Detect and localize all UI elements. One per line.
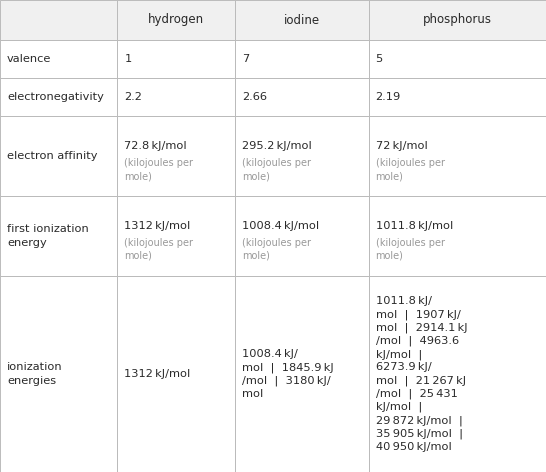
Text: 1011.8 kJ/
mol  |  1907 kJ/
mol  |  2914.1 kJ
/mol  |  4963.6
kJ/mol  |
6273.9 k: 1011.8 kJ/ mol | 1907 kJ/ mol | 2914.1 k… (376, 296, 467, 452)
Text: valence: valence (7, 54, 51, 64)
Text: 1008.4 kJ/mol: 1008.4 kJ/mol (242, 221, 319, 231)
Text: 1: 1 (124, 54, 132, 64)
Text: (kilojoules per
mole): (kilojoules per mole) (376, 158, 444, 181)
Text: 5: 5 (376, 54, 383, 64)
Text: electron affinity: electron affinity (7, 151, 98, 161)
Bar (235, 0, 369, 40)
Text: first ionization
energy: first ionization energy (7, 224, 89, 248)
Text: (kilojoules per
mole): (kilojoules per mole) (376, 238, 444, 261)
Text: 295.2 kJ/mol: 295.2 kJ/mol (242, 141, 312, 151)
Bar (117, 116, 235, 196)
Bar (0, 196, 117, 276)
Bar (117, 0, 235, 40)
Bar (235, 78, 369, 116)
Text: 2.19: 2.19 (376, 92, 401, 102)
Text: 2.2: 2.2 (124, 92, 143, 102)
Text: electronegativity: electronegativity (7, 92, 104, 102)
Text: (kilojoules per
mole): (kilojoules per mole) (124, 158, 193, 181)
Text: ionization
energies: ionization energies (7, 362, 63, 386)
Bar (235, 276, 369, 472)
Bar (0, 0, 117, 40)
Bar (117, 0, 235, 40)
Bar (117, 276, 235, 472)
Text: 72.8 kJ/mol: 72.8 kJ/mol (124, 141, 187, 151)
Text: 1312 kJ/mol: 1312 kJ/mol (124, 221, 191, 231)
Bar (369, 196, 546, 276)
Bar (369, 276, 546, 472)
Bar (117, 196, 235, 276)
Text: 7: 7 (242, 54, 249, 64)
Bar (117, 40, 235, 78)
Bar (0, 0, 117, 40)
Text: 1312 kJ/mol: 1312 kJ/mol (124, 369, 191, 379)
Text: 72 kJ/mol: 72 kJ/mol (376, 141, 428, 151)
Bar (369, 0, 546, 40)
Text: hydrogen: hydrogen (148, 14, 204, 26)
Text: 1011.8 kJ/mol: 1011.8 kJ/mol (376, 221, 453, 231)
Bar (369, 40, 546, 78)
Bar (369, 0, 546, 40)
Bar (0, 78, 117, 116)
Bar (0, 40, 117, 78)
Text: (kilojoules per
mole): (kilojoules per mole) (242, 158, 311, 181)
Bar (235, 40, 369, 78)
Text: iodine: iodine (283, 14, 320, 26)
Text: (kilojoules per
mole): (kilojoules per mole) (124, 238, 193, 261)
Bar (0, 276, 117, 472)
Bar (369, 78, 546, 116)
Bar (235, 0, 369, 40)
Bar (235, 196, 369, 276)
Text: 2.66: 2.66 (242, 92, 267, 102)
Text: 1008.4 kJ/
mol  |  1845.9 kJ
/mol  |  3180 kJ/
mol: 1008.4 kJ/ mol | 1845.9 kJ /mol | 3180 k… (242, 349, 334, 399)
Bar (0, 116, 117, 196)
Bar (369, 116, 546, 196)
Text: (kilojoules per
mole): (kilojoules per mole) (242, 238, 311, 261)
Bar (117, 78, 235, 116)
Bar (235, 116, 369, 196)
Text: phosphorus: phosphorus (423, 14, 492, 26)
